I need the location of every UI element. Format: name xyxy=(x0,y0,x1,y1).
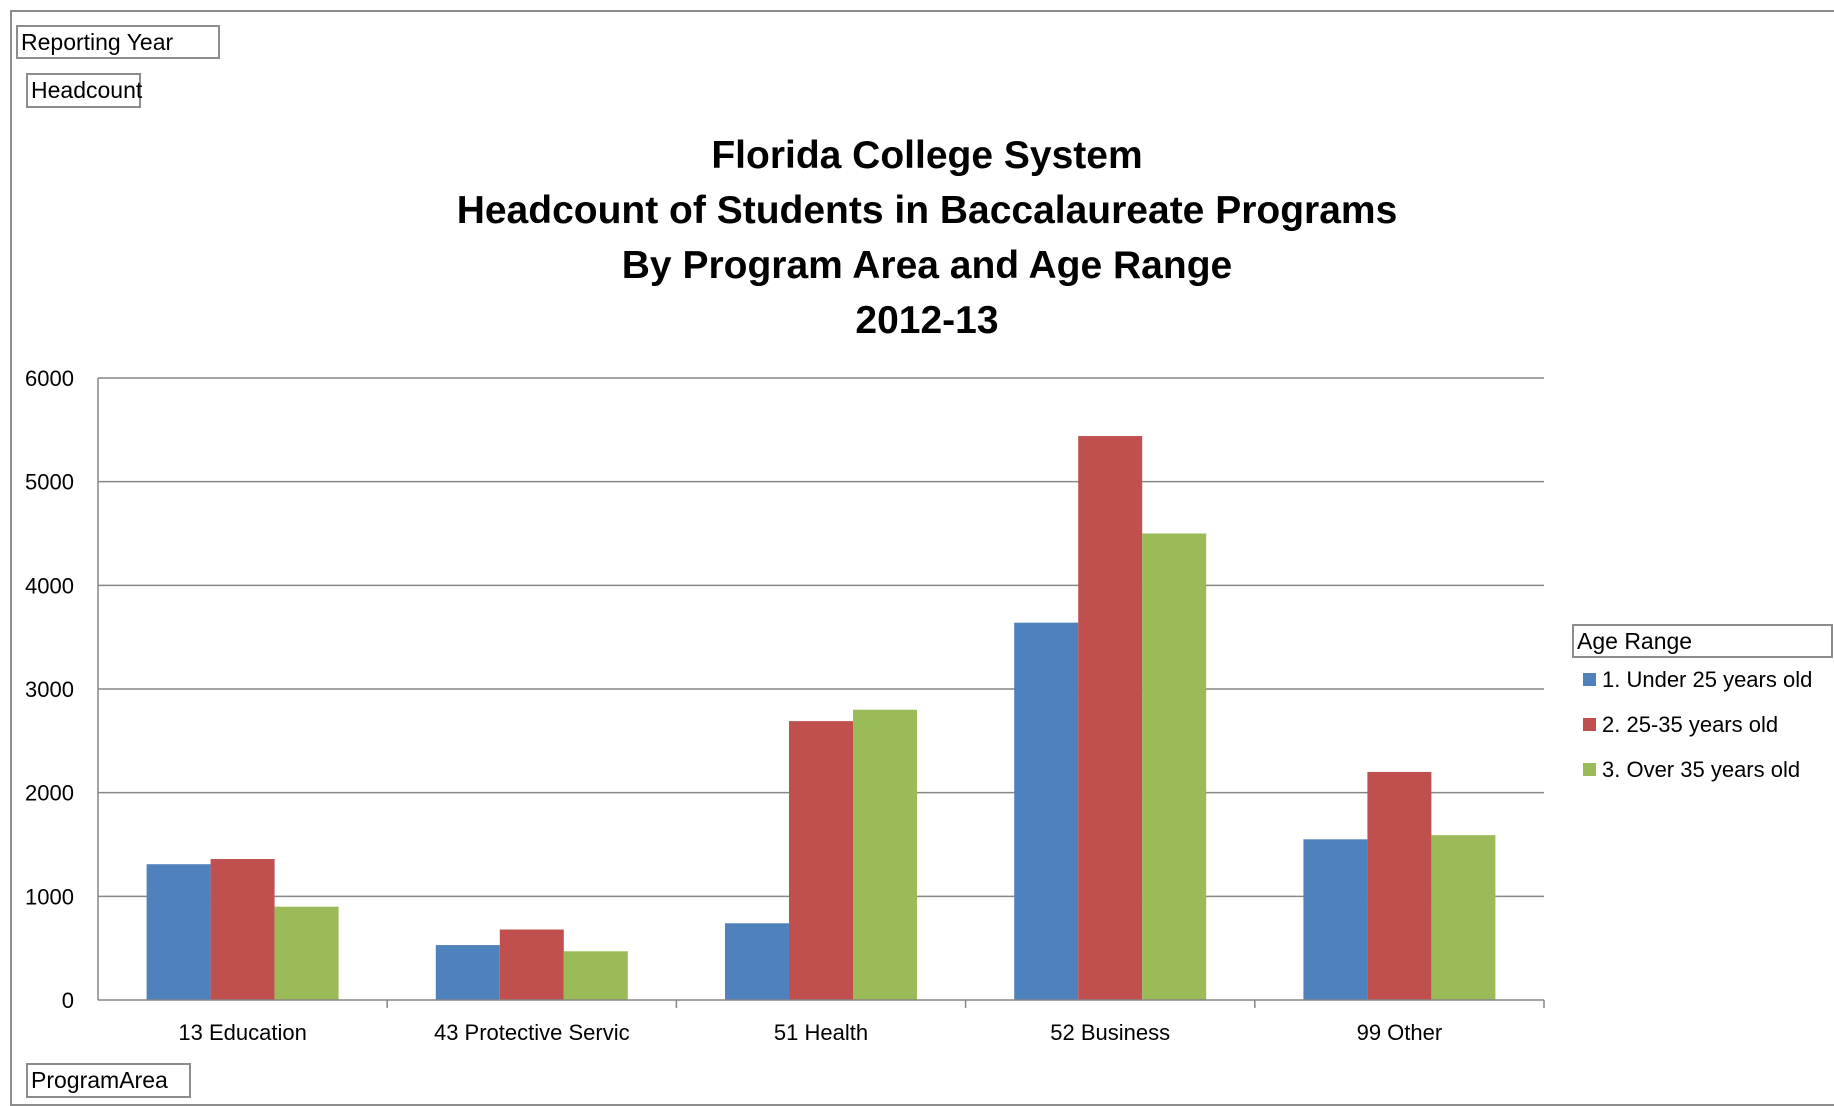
reporting-year-filter-button[interactable]: Reporting Year xyxy=(16,25,220,59)
x-tick-label: 43 Protective Servic xyxy=(434,1020,630,1045)
headcount-data-field-button[interactable]: Headcount xyxy=(26,73,142,108)
legend-item-over-35: 3. Over 35 years old xyxy=(1583,757,1800,783)
bar xyxy=(725,923,789,1000)
chart-title-line: By Program Area and Age Range xyxy=(621,244,1233,287)
y-tick-label: 2000 xyxy=(25,781,74,806)
chart-title-line: 2012-13 xyxy=(855,299,999,342)
y-tick-label: 3000 xyxy=(25,677,74,702)
bar xyxy=(563,951,628,1000)
age-range-legend-field-button[interactable]: Age Range xyxy=(1572,624,1833,658)
x-tick-label: 51 Health xyxy=(774,1020,868,1045)
legend-item-under-25: 1. Under 25 years old xyxy=(1583,667,1812,693)
legend-swatch xyxy=(1583,718,1596,731)
y-tick-label: 6000 xyxy=(25,366,74,391)
y-tick-label: 0 xyxy=(62,988,74,1013)
legend-label: 2. 25-35 years old xyxy=(1602,712,1779,737)
y-tick-label: 1000 xyxy=(25,884,74,909)
bar xyxy=(210,859,275,1000)
y-tick-label: 4000 xyxy=(25,573,74,598)
legend-label: 3. Over 35 years old xyxy=(1602,757,1801,782)
legend-label: 1. Under 25 years old xyxy=(1602,667,1813,692)
bar xyxy=(146,864,211,1000)
chart-title: Florida College System Headcount of Stud… xyxy=(0,128,1834,348)
chart-title-line: Florida College System xyxy=(711,134,1143,177)
bar xyxy=(274,906,339,1000)
bar xyxy=(1142,533,1207,1000)
x-tick-label: 52 Business xyxy=(1050,1020,1170,1045)
x-tick-label: 13 Education xyxy=(178,1020,306,1045)
x-tick-label: 99 Other xyxy=(1357,1020,1443,1045)
bar xyxy=(1431,835,1496,1000)
bar xyxy=(435,945,500,1000)
program-area-axis-field-button[interactable]: ProgramArea xyxy=(26,1063,191,1098)
bar xyxy=(499,929,564,1000)
bar xyxy=(1014,622,1079,1000)
bar xyxy=(853,709,917,1000)
bar xyxy=(1303,839,1368,1000)
y-tick-label: 5000 xyxy=(25,470,74,495)
chart-title-line: Headcount of Students in Baccalaureate P… xyxy=(456,189,1398,232)
bar xyxy=(1367,771,1432,1000)
legend-item-25-35: 2. 25-35 years old xyxy=(1583,712,1778,738)
bar xyxy=(1078,436,1143,1000)
bar xyxy=(789,721,853,1000)
legend-swatch xyxy=(1583,763,1596,776)
chart-frame xyxy=(10,10,1834,1106)
legend-swatch xyxy=(1583,673,1596,686)
